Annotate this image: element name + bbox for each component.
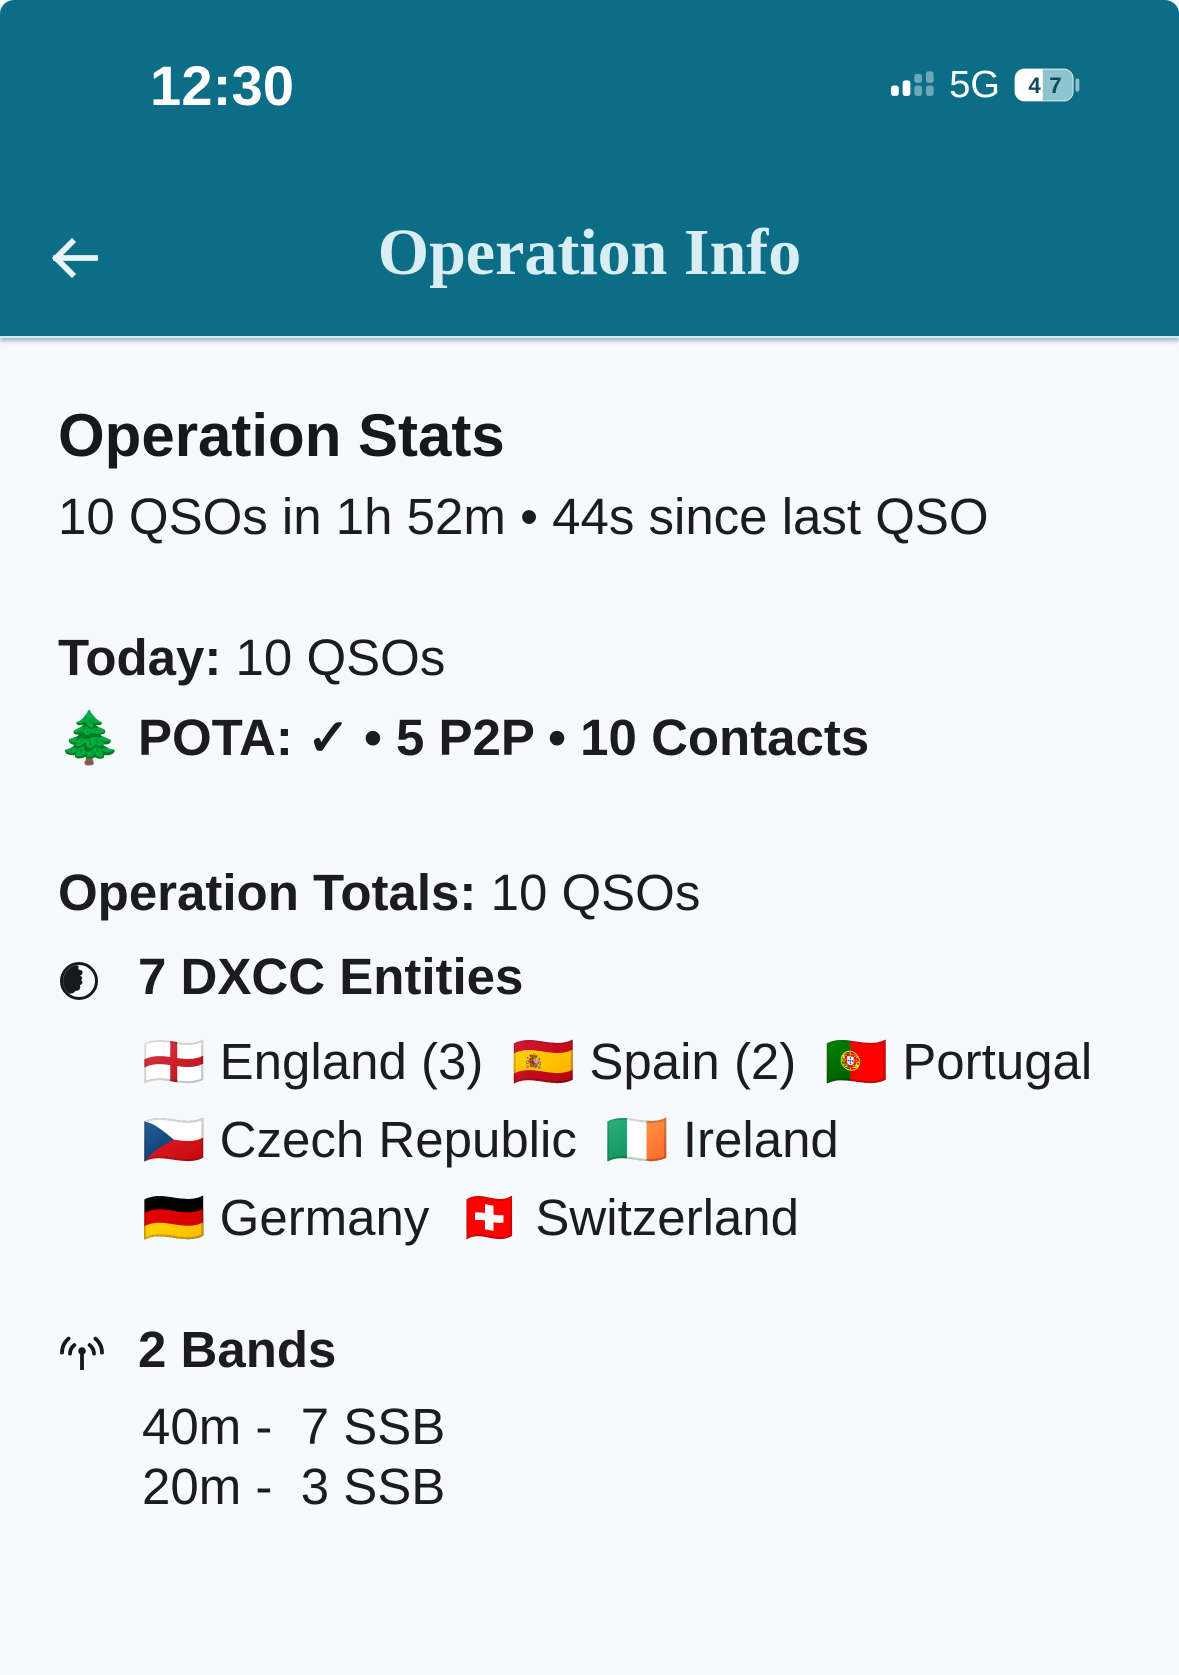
svg-text:4: 4 (1028, 73, 1041, 98)
svg-text:7: 7 (1049, 73, 1061, 98)
